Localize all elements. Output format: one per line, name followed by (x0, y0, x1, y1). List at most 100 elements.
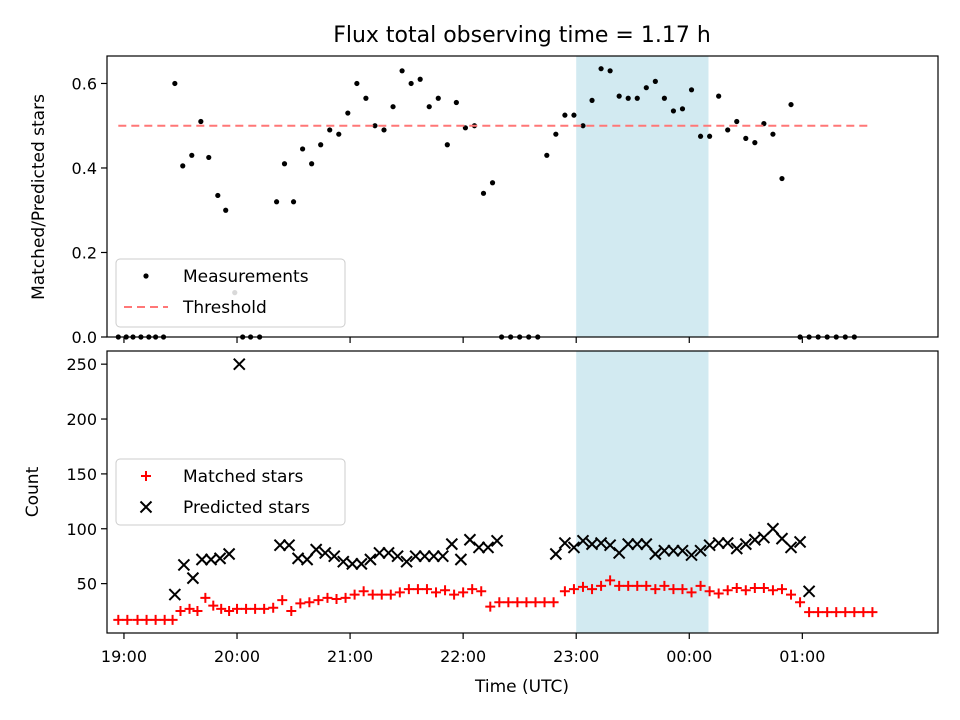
measurement-point (290, 199, 297, 205)
measurement-point (215, 192, 221, 199)
matched-star-marker (548, 597, 559, 608)
predicted-star-marker (694, 544, 707, 557)
matched-star-marker (758, 583, 769, 594)
measurement-point (354, 80, 360, 87)
x-tick-label: 00:00 (666, 647, 712, 666)
matched-star-marker (849, 607, 860, 618)
matched-star-marker (241, 603, 252, 614)
matched-star-marker (440, 585, 451, 596)
matched-star-marker (804, 607, 815, 618)
predicted-star-marker (721, 536, 734, 550)
predicted-star-marker (382, 546, 395, 560)
measurement-point (679, 106, 686, 112)
measurement-point (734, 118, 740, 125)
matched-star-marker (605, 575, 616, 586)
measurement-point (273, 199, 280, 205)
predicted-star-marker (667, 544, 680, 557)
predicted-star-marker (640, 537, 653, 551)
plot-frame (106, 350, 939, 634)
matched-star-marker (358, 586, 369, 597)
measurement-point (752, 140, 758, 146)
matched-star-marker (713, 588, 724, 599)
predicted-star-marker (309, 543, 323, 556)
predicted-star-marker (676, 544, 689, 557)
measurement-point (417, 76, 423, 82)
measurement-point (345, 110, 351, 116)
matched-star-marker (530, 597, 541, 608)
measurement-point (223, 207, 229, 213)
measurement-point (381, 127, 387, 133)
measurement-point (390, 104, 396, 110)
plot-frame (106, 55, 939, 338)
predicted-star-marker (400, 555, 413, 568)
matched-star-marker (686, 587, 697, 598)
matched-star-marker (412, 584, 423, 595)
x-tick-label: 01:00 (779, 647, 825, 666)
x-tick-label: 23:00 (553, 647, 599, 666)
bottom-y-axis-label: Count (23, 466, 43, 517)
matched-star-marker (822, 607, 833, 618)
measurement-point (363, 95, 369, 101)
matched-star-marker (614, 580, 625, 591)
matched-star-marker (786, 589, 797, 600)
y-tick-label: 200 (66, 410, 97, 429)
predicted-star-marker (730, 542, 743, 555)
y-tick-label: 50 (77, 575, 97, 594)
matched-star-marker (668, 584, 679, 595)
matched-star-marker (659, 580, 670, 591)
measurement-point (770, 131, 776, 137)
matched-star-marker (349, 589, 360, 600)
predicted-star-marker (481, 541, 495, 554)
matched-star-marker (421, 584, 432, 595)
measurement-point (544, 152, 550, 158)
predicted-star-marker (472, 541, 486, 554)
x-axis-label: Time (UTC) (474, 677, 569, 697)
measurement-point (426, 104, 432, 110)
matched-star-marker (175, 606, 186, 617)
measurement-point (408, 80, 414, 87)
predicted-star-marker (445, 537, 459, 551)
predicted-star-marker (576, 534, 590, 548)
matched-star-marker (122, 614, 133, 625)
matched-star-marker (512, 597, 523, 608)
y-tick-label: 0.2 (72, 243, 97, 262)
matched-star-marker (322, 592, 333, 603)
matched-star-marker (695, 580, 706, 591)
matched-star-marker (113, 614, 124, 625)
matched-star-marker (224, 606, 235, 617)
predicted-star-marker (703, 539, 716, 552)
predicted-star-marker (490, 534, 504, 548)
matched-star-marker (731, 583, 742, 594)
matched-star-marker (559, 586, 570, 597)
measurement-point (444, 142, 450, 148)
y-tick-label: 0.0 (72, 328, 97, 347)
matched-star-marker (704, 586, 715, 597)
matched-star-marker (286, 606, 297, 617)
measurement-point (643, 85, 649, 91)
measurement-point (788, 101, 794, 108)
y-tick-label: 250 (66, 355, 97, 374)
measurement-point (372, 123, 378, 129)
legend: Measurements Threshold (115, 258, 346, 328)
predicted-star-marker (558, 536, 572, 550)
matched-star-marker (623, 580, 634, 591)
matched-star-marker (577, 581, 588, 592)
matched-star-marker (503, 597, 514, 608)
measurement-point (189, 152, 195, 158)
measurement-point (435, 95, 441, 101)
measurement-point (589, 97, 595, 103)
predicted-star-marker (793, 535, 807, 549)
matched-star-marker (250, 603, 261, 614)
predicted-star-marker (364, 553, 377, 566)
predicted-star-marker (658, 544, 671, 557)
predicted-star-marker (168, 588, 182, 601)
matched-star-marker (331, 593, 342, 604)
measurement-point (299, 146, 306, 152)
matched-star-marker (208, 600, 219, 611)
predicted-star-marker (622, 537, 635, 551)
matched-star-marker (776, 584, 787, 595)
predicted-star-marker (273, 539, 287, 552)
predicted-star-marker (739, 537, 753, 551)
legend-label: Matched stars (183, 467, 303, 487)
